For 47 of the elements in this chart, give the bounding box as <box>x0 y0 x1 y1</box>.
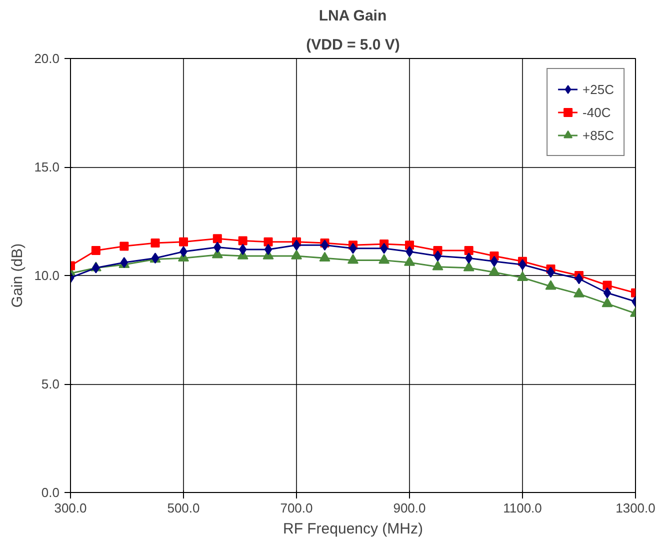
y-axis-title: Gain (dB) <box>9 243 26 308</box>
point <box>179 237 188 246</box>
y-tick-label: 10.0 <box>34 268 60 283</box>
point <box>463 262 474 272</box>
point <box>91 246 100 256</box>
x-axis-title: RF Frequency (MHz) <box>282 520 424 538</box>
point <box>546 266 555 278</box>
y-tick-label: 0.0 <box>41 485 60 500</box>
legend-label: -40C <box>582 104 611 120</box>
point <box>291 250 302 260</box>
x-tick-label: 1100.0 <box>503 500 542 516</box>
point <box>490 256 498 267</box>
y-tick-label: 15.0 <box>34 160 60 174</box>
point <box>264 244 272 255</box>
point <box>434 250 442 262</box>
point <box>238 244 247 255</box>
point <box>404 256 415 266</box>
legend-label: +85C <box>582 128 614 142</box>
point <box>319 252 330 262</box>
y-tick-label: 5.0 <box>41 376 60 392</box>
x-tick-label: 900.0 <box>393 500 426 516</box>
y-tick-label: 20.0 <box>34 51 60 66</box>
point <box>602 280 612 290</box>
point <box>120 242 129 251</box>
point <box>464 246 474 256</box>
point <box>348 254 358 264</box>
x-tick-label: 500.0 <box>167 500 200 516</box>
point <box>378 254 390 264</box>
point <box>464 252 473 264</box>
point <box>545 280 556 290</box>
legend-label: +25C <box>582 82 614 96</box>
point <box>574 288 584 298</box>
point <box>320 240 329 251</box>
point <box>238 236 248 246</box>
chart-title: LNA Gain <box>318 8 387 24</box>
point <box>488 266 500 276</box>
point <box>602 297 613 308</box>
point <box>517 271 528 282</box>
point <box>264 237 273 246</box>
chart-subtitle: (VDD = 5.0 V) <box>306 36 400 54</box>
x-tick-label: 300.0 <box>54 500 87 516</box>
point <box>603 287 612 298</box>
x-tick-label: 700.0 <box>280 500 313 516</box>
point <box>150 238 160 248</box>
point <box>432 260 444 270</box>
point <box>212 234 222 244</box>
x-tick-label: 1300.0 <box>616 500 656 516</box>
